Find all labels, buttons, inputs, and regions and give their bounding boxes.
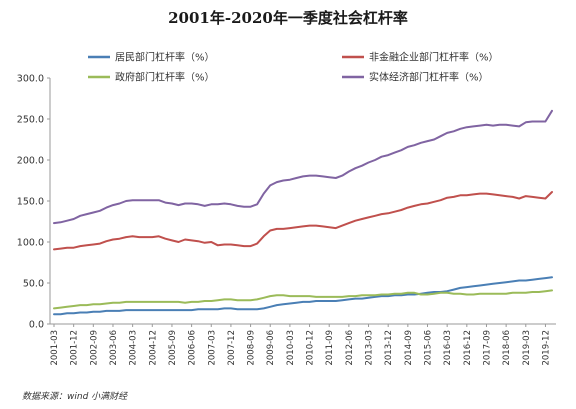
y-tick-label: 300.0 bbox=[17, 74, 44, 85]
legend-label-2: 政府部门杠杆率（%） bbox=[115, 71, 215, 84]
x-tick-label: 2015-06 bbox=[424, 330, 434, 366]
series-line-1 bbox=[53, 191, 553, 251]
series-line-3 bbox=[53, 109, 553, 225]
y-tick-label: 50.0 bbox=[23, 279, 44, 290]
x-tick-label: 2001-12 bbox=[70, 330, 80, 366]
x-tick-label: 2013-12 bbox=[384, 330, 394, 366]
series-line-2 bbox=[53, 289, 553, 310]
legend-label-1: 非金融企业部门杠杆率（%） bbox=[369, 51, 499, 64]
x-tick-label: 2007-03 bbox=[207, 330, 217, 366]
x-tick-label: 2009-06 bbox=[266, 330, 276, 366]
legend-label-0: 居民部门杠杆率（%） bbox=[115, 51, 215, 64]
x-tick-label: 2004-03 bbox=[129, 330, 139, 366]
legend-label-3: 实体经济部门杠杆率（%） bbox=[369, 71, 489, 84]
x-tick-label: 2014-09 bbox=[404, 330, 414, 366]
x-tick-label: 2017-09 bbox=[482, 330, 492, 366]
x-tick-label: 2003-06 bbox=[109, 330, 119, 366]
x-tick-label: 2013-03 bbox=[365, 330, 375, 366]
x-tick-label: 2019-03 bbox=[522, 330, 532, 366]
x-tick-label: 2001-03 bbox=[50, 330, 60, 366]
x-tick-label: 2002-09 bbox=[89, 330, 99, 366]
y-tick-label: 0.0 bbox=[29, 320, 44, 331]
y-tick-label: 250.0 bbox=[17, 115, 44, 126]
x-tick-label: 2008-09 bbox=[247, 330, 257, 366]
x-tick-label: 2010-12 bbox=[306, 330, 316, 366]
x-tick-label: 2006-06 bbox=[188, 330, 198, 366]
series-line-0 bbox=[53, 276, 553, 316]
x-tick-label: 2019-12 bbox=[541, 330, 551, 366]
y-tick-label: 150.0 bbox=[17, 197, 44, 208]
x-tick-label: 2012-06 bbox=[345, 330, 355, 366]
x-tick-label: 2005-09 bbox=[168, 330, 178, 366]
y-tick-label: 100.0 bbox=[17, 238, 44, 249]
x-tick-label: 2010-03 bbox=[286, 330, 296, 366]
x-tick-label: 2004-12 bbox=[148, 330, 158, 366]
chart-title: 2001年-2020年一季度社会杠杆率 bbox=[168, 9, 408, 27]
x-tick-label: 2011-09 bbox=[325, 330, 335, 366]
chart-source: 数据来源：wind 小满财经 bbox=[22, 392, 128, 402]
x-tick-label: 2016-03 bbox=[443, 330, 453, 366]
y-tick-label: 200.0 bbox=[17, 156, 44, 167]
x-tick-label: 2007-12 bbox=[227, 330, 237, 366]
x-tick-label: 2018-06 bbox=[502, 330, 512, 366]
x-tick-label: 2016-12 bbox=[463, 330, 473, 366]
